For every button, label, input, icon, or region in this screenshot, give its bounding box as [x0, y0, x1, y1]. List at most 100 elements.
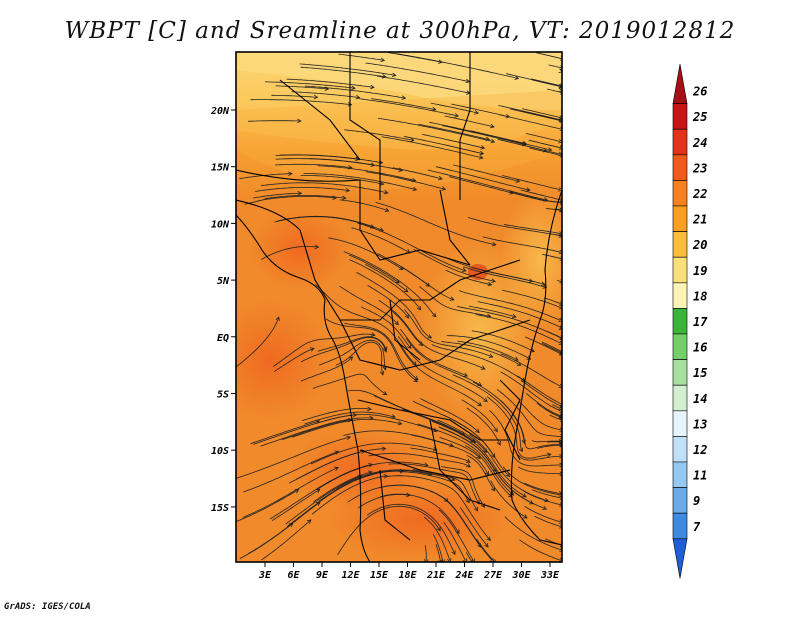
lon-label: 24E [454, 570, 474, 581]
streamline-arrow [427, 334, 433, 339]
streamline [534, 515, 562, 527]
streamline [339, 285, 399, 325]
colorbar-swatch [672, 538, 688, 579]
streamline-arrow [558, 519, 562, 524]
streamline-arrow [559, 442, 562, 447]
streamline-arrow [370, 162, 376, 167]
streamline [452, 374, 523, 452]
streamline-arrow [474, 110, 480, 115]
streamline [295, 450, 366, 480]
streamline [286, 78, 375, 88]
streamline-arrow [488, 353, 494, 358]
colorbar-swatch [672, 256, 688, 284]
streamline [477, 301, 562, 328]
streamline [243, 451, 339, 493]
streamline [273, 348, 315, 372]
streamline [299, 63, 396, 76]
streamline [386, 475, 491, 541]
streamline-arrow [558, 231, 562, 236]
streamline-arrow [529, 500, 534, 505]
streamline [336, 469, 455, 490]
streamline-arrow [315, 419, 321, 424]
streamline [360, 306, 412, 349]
colorbar-label: 9 [693, 494, 700, 508]
streamline [500, 371, 562, 412]
streamline [300, 337, 387, 363]
streamline [368, 452, 471, 468]
colorbar-swatch [672, 128, 688, 156]
streamline [274, 163, 352, 169]
lon-label: 18E [398, 570, 417, 581]
streamline-arrow [379, 181, 385, 186]
streamline [317, 165, 416, 182]
colorbar: 26 25 24 23 22 21 20 19 18 17 16 15 14 13 12 11 9 7 [672, 63, 708, 579]
streamline [275, 158, 375, 166]
streamline-arrow [309, 347, 315, 352]
streamline [441, 496, 493, 561]
streamline [519, 539, 561, 561]
streamline [545, 208, 562, 211]
streamline-arrow [384, 207, 390, 212]
streamline [542, 253, 562, 260]
streamline-arrow [559, 471, 562, 476]
streamline-arrow [382, 365, 387, 371]
streamline-arrow [418, 341, 424, 346]
streamline-arrow [383, 347, 388, 353]
streamline [544, 408, 561, 418]
streamline [441, 341, 521, 366]
streamline-arrow [403, 287, 409, 293]
colorbar-swatch [672, 205, 688, 232]
streamline [461, 399, 498, 432]
lon-label: 27E [483, 570, 503, 581]
lat-label: 15S [211, 503, 229, 514]
streamline-arrow [514, 75, 520, 80]
streamline [518, 454, 561, 461]
streamline-arrow [522, 514, 528, 519]
colorbar-label: 16 [693, 341, 707, 355]
streamline [310, 442, 437, 465]
streamline-arrow [447, 558, 452, 562]
colorbar-label: 20 [692, 238, 707, 252]
streamline [365, 62, 470, 83]
lon-label: 33E [540, 570, 560, 581]
lat-label: 10S [211, 446, 229, 457]
streamline-arrow [558, 139, 562, 144]
streamline [311, 475, 388, 515]
streamline-arrow [316, 501, 321, 506]
streamline [441, 466, 485, 508]
streamline [356, 272, 432, 339]
colorbar-label: 7 [693, 520, 701, 534]
streamline [250, 420, 320, 445]
streamline [443, 522, 466, 561]
colorbar-swatch [672, 154, 688, 181]
streamline [531, 439, 561, 443]
colorbar-swatch [672, 282, 688, 309]
streamline [316, 414, 438, 432]
streamline-arrow [558, 151, 562, 156]
streamline [419, 286, 491, 317]
streamline [351, 227, 411, 254]
streamline [269, 464, 373, 520]
streamline-arrow [558, 317, 562, 322]
streamline-arrow [334, 466, 339, 471]
streamline [510, 108, 562, 122]
streamline [365, 171, 446, 190]
streamline-arrow [413, 375, 419, 381]
streamline-arrow [516, 361, 522, 366]
streamline [503, 224, 561, 234]
axis-ticks [231, 109, 551, 567]
streamline [437, 419, 487, 453]
streamline [469, 434, 549, 502]
chart-title: WBPT [C] and Sreamline at 300hPa, VT: 20… [64, 18, 736, 44]
colorbar-swatch [672, 384, 688, 412]
streamline [418, 123, 490, 140]
streamline-arrow [409, 137, 415, 143]
streamline [328, 237, 404, 270]
streamline-arrow [369, 224, 375, 229]
streamline [445, 269, 492, 286]
lon-label: 3E [258, 570, 272, 581]
streamline-arrow [315, 488, 321, 493]
streamline-arrow [436, 526, 441, 532]
streamline [541, 341, 562, 352]
streamline-arrow [559, 453, 562, 459]
